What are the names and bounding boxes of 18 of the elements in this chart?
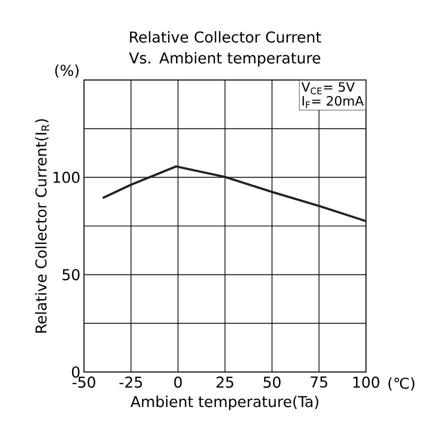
x-tick-label: 25 bbox=[216, 376, 234, 388]
y-tick-label: 50 bbox=[62, 269, 80, 280]
x-tick-label: -50 bbox=[72, 376, 96, 388]
chart-title: Relative Collector Current Vs. Ambient temperature bbox=[129, 31, 322, 66]
line-series bbox=[102, 165, 368, 222]
y-tick-label: 0 bbox=[72, 366, 80, 378]
x-tick-label: -25 bbox=[120, 376, 142, 388]
text: (%) bbox=[55, 64, 79, 78]
annotation: I$_{F}$= 20mA bbox=[302, 96, 364, 108]
x-tick-label: 75 bbox=[310, 376, 328, 388]
x-tick-label: 0 bbox=[174, 376, 182, 388]
x-tick-label: 100 bbox=[353, 376, 380, 388]
text: (℃) bbox=[388, 377, 414, 391]
x-axis-title: Ambient temperature(Ta) bbox=[130, 396, 318, 410]
annotation: V$_{CE}$= 5V bbox=[301, 82, 355, 94]
x-tick-label: 50 bbox=[264, 376, 281, 388]
y-tick-label: 100 bbox=[54, 172, 80, 183]
y-axis-title: Relative Collector Current(I$_{R}$) bbox=[35, 119, 50, 333]
